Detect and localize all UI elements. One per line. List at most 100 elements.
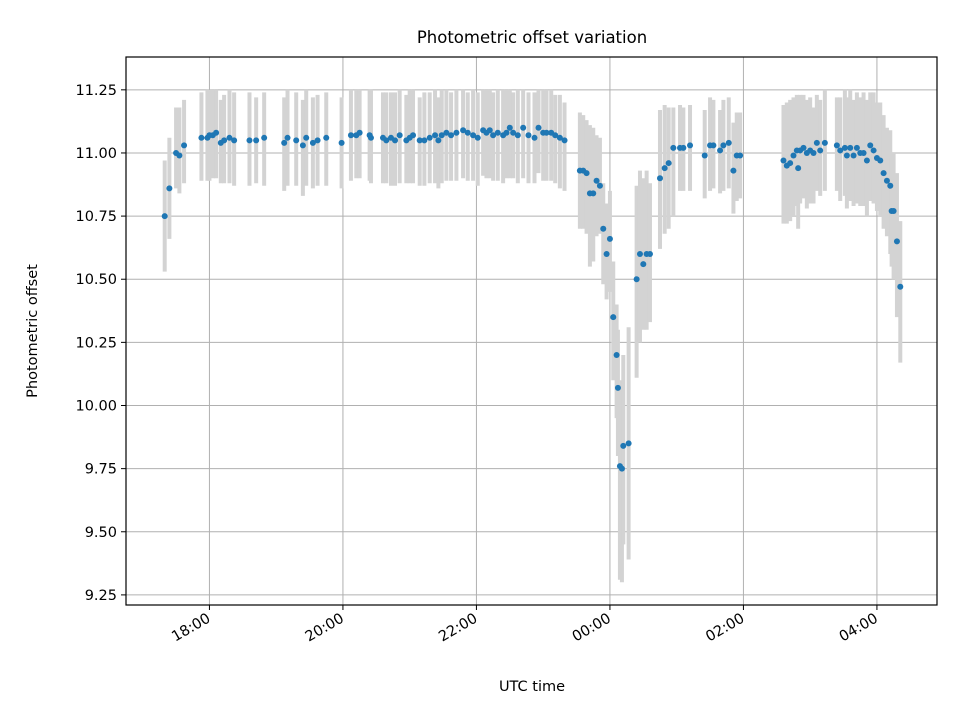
data-point bbox=[720, 142, 727, 149]
data-point bbox=[347, 132, 354, 139]
data-point bbox=[435, 137, 442, 144]
data-point bbox=[853, 144, 860, 151]
data-point bbox=[421, 137, 428, 144]
data-point bbox=[841, 144, 848, 151]
data-point bbox=[416, 137, 423, 144]
data-point bbox=[432, 132, 439, 139]
y-tick-label: 11.00 bbox=[75, 146, 117, 162]
data-point bbox=[606, 235, 613, 242]
data-point bbox=[710, 142, 717, 149]
data-point bbox=[426, 134, 433, 141]
data-point bbox=[338, 139, 345, 146]
data-point bbox=[221, 137, 228, 144]
data-point bbox=[391, 137, 398, 144]
data-point bbox=[281, 139, 288, 146]
data-point bbox=[552, 132, 559, 139]
data-point bbox=[843, 152, 850, 159]
data-point bbox=[583, 170, 590, 177]
y-tick-label: 10.25 bbox=[75, 335, 117, 351]
data-point bbox=[725, 139, 732, 146]
data-point bbox=[490, 132, 497, 139]
data-point bbox=[870, 147, 877, 154]
data-point bbox=[636, 250, 643, 257]
data-point bbox=[646, 250, 653, 257]
data-point bbox=[618, 465, 625, 472]
data-point bbox=[620, 442, 627, 449]
data-point bbox=[590, 190, 597, 197]
data-point bbox=[593, 177, 600, 184]
data-point bbox=[883, 177, 890, 184]
data-point bbox=[614, 384, 621, 391]
chart-title: Photometric offset variation bbox=[417, 28, 647, 47]
data-point bbox=[303, 134, 310, 141]
data-point bbox=[460, 127, 467, 134]
data-point bbox=[438, 132, 445, 139]
data-point bbox=[226, 134, 233, 141]
data-point bbox=[561, 137, 568, 144]
data-point bbox=[817, 147, 824, 154]
y-tick-label: 11.25 bbox=[75, 83, 117, 99]
data-point bbox=[514, 132, 521, 139]
data-point bbox=[780, 157, 787, 164]
data-point bbox=[284, 134, 291, 141]
data-point bbox=[717, 147, 724, 154]
data-point bbox=[680, 144, 687, 151]
data-point bbox=[833, 142, 840, 149]
data-point bbox=[314, 137, 321, 144]
data-point bbox=[198, 134, 205, 141]
data-point bbox=[656, 175, 663, 182]
data-point bbox=[543, 129, 550, 136]
data-point bbox=[367, 134, 374, 141]
data-point bbox=[665, 160, 672, 167]
data-point bbox=[850, 152, 857, 159]
data-point bbox=[640, 261, 647, 268]
data-point bbox=[613, 351, 620, 358]
data-point bbox=[897, 283, 904, 290]
data-point bbox=[410, 132, 417, 139]
data-point bbox=[837, 147, 844, 154]
data-point bbox=[525, 132, 532, 139]
data-point bbox=[687, 142, 694, 149]
data-point bbox=[600, 225, 607, 232]
data-point bbox=[890, 208, 897, 215]
data-point bbox=[863, 157, 870, 164]
data-point bbox=[470, 132, 477, 139]
data-point bbox=[730, 167, 737, 174]
data-point bbox=[383, 137, 390, 144]
data-point bbox=[737, 152, 744, 159]
data-point bbox=[453, 129, 460, 136]
y-tick-label: 10.00 bbox=[75, 398, 117, 414]
x-axis-label: UTC time bbox=[499, 679, 565, 695]
y-tick-label: 9.25 bbox=[85, 588, 117, 604]
data-point bbox=[880, 170, 887, 177]
data-point bbox=[596, 182, 603, 189]
data-point bbox=[246, 137, 253, 144]
data-point bbox=[503, 129, 510, 136]
data-point bbox=[486, 127, 493, 134]
data-point bbox=[309, 139, 316, 146]
data-point bbox=[810, 149, 817, 156]
data-point bbox=[176, 152, 183, 159]
data-point bbox=[510, 129, 517, 136]
data-point bbox=[396, 132, 403, 139]
data-point bbox=[867, 142, 874, 149]
data-point bbox=[661, 165, 668, 172]
data-point bbox=[787, 160, 794, 167]
y-axis-label: Photometric offset bbox=[25, 264, 41, 398]
data-points bbox=[161, 124, 904, 472]
data-point bbox=[448, 132, 455, 139]
data-point bbox=[520, 124, 527, 131]
plot-frame bbox=[125, 56, 938, 606]
y-tick-label: 9.50 bbox=[85, 525, 117, 541]
data-point bbox=[506, 124, 513, 131]
data-point bbox=[323, 134, 330, 141]
data-point bbox=[253, 137, 260, 144]
data-point bbox=[625, 440, 632, 447]
data-point bbox=[261, 134, 268, 141]
data-point bbox=[893, 238, 900, 245]
data-point bbox=[633, 276, 640, 283]
data-point bbox=[293, 137, 300, 144]
data-point bbox=[356, 129, 363, 136]
data-point bbox=[860, 149, 867, 156]
